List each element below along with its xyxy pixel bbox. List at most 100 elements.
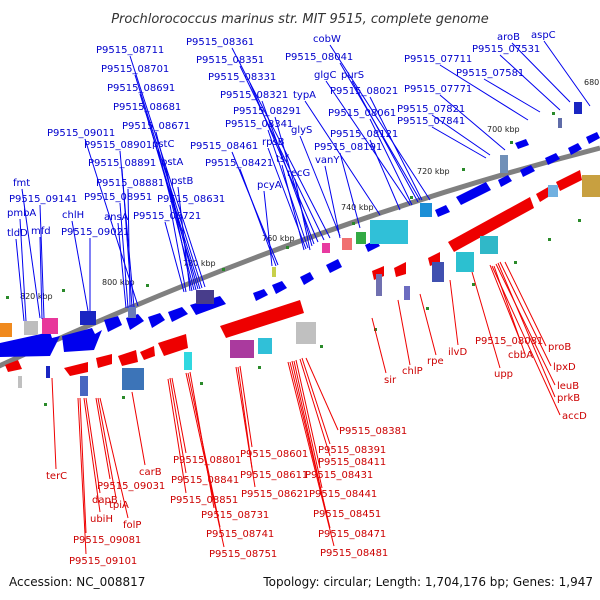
connector-line [439,64,529,121]
connector-line [439,94,506,151]
tick-dot [462,168,465,171]
kbp-label: 680 kbp [584,78,600,87]
gene-label: P9515_07771 [404,84,472,95]
connector-line [431,126,487,159]
gene-label: P9515_08671 [122,121,190,132]
connector-line [339,152,361,229]
gene-label: pstA [161,157,183,168]
connector-line [471,271,501,369]
connector-line [127,188,131,308]
category-block [420,203,432,217]
reverse-gene-arrow [448,197,534,252]
connector-line [419,293,437,356]
gene-label: P9515_08441 [309,489,377,500]
forward-gene-labels: aspC aroB P9515_07531 P9515_07581 P9515_… [7,30,556,239]
gene-label: pcyA [257,180,282,191]
category-block [184,352,192,370]
gene-label: P9515_08731 [201,510,269,521]
gene-label: P9515_07581 [456,68,524,79]
tick-dot [222,268,225,271]
connector-line [511,42,571,103]
reverse-gene-arrow [5,360,22,372]
connector-line [167,378,187,494]
tick-dot [258,366,261,369]
connector-line [499,54,561,111]
category-block [272,267,276,277]
category-block [582,175,600,197]
gene-label: tpiA [109,500,129,511]
gene-label: P9515_08331 [208,72,276,83]
category-block [0,323,12,337]
gene-label: P9515_08881 [96,178,164,189]
connector-line [117,222,127,309]
category-block [500,155,508,173]
forward-connectors [15,40,591,322]
tick-dot [62,289,65,292]
category-block [574,102,582,114]
connector-line [325,80,411,206]
tick-dot [548,238,551,241]
reverse-connectors [51,261,561,555]
connector-line [171,377,187,454]
forward-gene-arrow [300,272,314,285]
gene-label: rpsB [262,137,285,148]
category-block [342,238,352,250]
category-block [46,366,50,378]
gene-label: P9515_08721 [133,211,201,222]
connector-line [177,186,191,292]
gene-label: P9515_08691 [107,83,175,94]
gene-label: proB [548,342,571,353]
connector-line [231,47,331,239]
reverse-gene-arrow [220,300,304,338]
connector-line [19,218,27,322]
forward-gene-arrow [104,316,122,332]
reverse-gene-arrow [394,262,406,277]
connector-line [295,359,321,469]
connector-line [483,78,541,113]
tick-dot [320,345,323,348]
category-block [548,185,558,197]
connector-line [119,202,129,309]
gene-label: P9515_09081 [73,535,141,546]
connector-line [39,204,45,319]
gene-label: P9515_08621 [241,489,309,500]
reverse-gene-arrow [118,350,138,366]
category-block [122,368,144,390]
gene-label: P9515_08611 [240,470,308,481]
connector-line [51,377,57,470]
reverse-strand-features [5,170,582,376]
category-block [296,322,316,344]
connector-line [431,114,491,156]
tick-dot [6,296,9,299]
tick-dot [44,403,47,406]
connector-line [187,372,221,528]
gene-label: P9515_08851 [170,495,238,506]
category-block [404,286,410,300]
forward-gene-arrow [498,175,512,187]
forward-gene-arrow [435,205,450,217]
category-block [322,243,330,253]
connector-line [329,44,431,201]
feature-category-blocks [0,102,600,396]
reverse-gene-arrow [140,346,155,360]
connector-line [121,168,133,308]
gene-label: P9515_08421 [205,158,273,169]
gene-label: P9515_08801 [173,455,241,466]
gene-label: sir [384,375,397,386]
gene-label: ubiH [90,514,113,525]
gene-label: glyS [291,125,312,136]
connector-line [499,261,552,367]
gene-label: chlH [62,210,84,221]
connector-line [497,262,556,398]
gene-label: P9515_08041 [285,52,353,63]
gene-label: pstB [171,176,193,187]
tick-dot [510,141,513,144]
kbp-label: 780 kbp [183,259,216,268]
connector-line [489,264,521,341]
gene-label: aroB [497,32,520,43]
forward-gene-arrow [568,143,582,155]
category-block [432,262,444,282]
forward-gene-arrow [272,281,287,294]
gene-label: fmt [13,178,30,189]
